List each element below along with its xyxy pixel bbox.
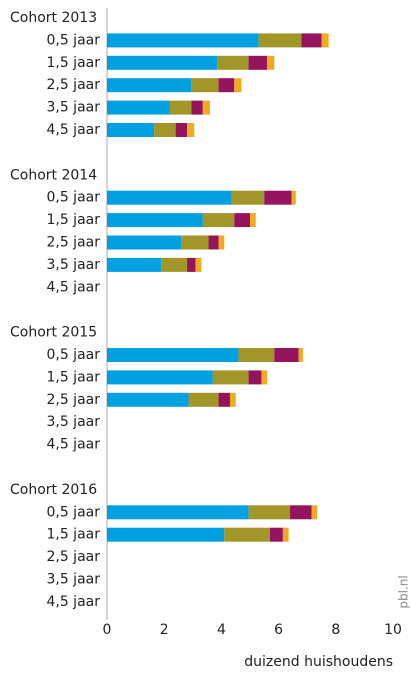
bar-segment: [107, 505, 249, 520]
bar-segment: [107, 348, 239, 362]
category-label: 3,5 jaar: [46, 257, 100, 273]
bar-segment: [208, 235, 219, 250]
bar-segment: [154, 123, 176, 137]
bar-segment: [107, 55, 218, 70]
category-label: 2,5 jaar: [46, 549, 100, 565]
bar-segment: [250, 213, 256, 228]
bar-segment: [298, 348, 303, 362]
x-axis-label: duizend huishoudens: [244, 654, 393, 670]
bar-segment: [218, 392, 230, 407]
bar-segment: [107, 213, 203, 228]
bar-segment: [229, 392, 236, 407]
category-label: 3,5 jaar: [46, 100, 100, 116]
category-label: 1,5 jaar: [46, 55, 100, 71]
bar-segment: [270, 527, 283, 542]
bar-segment: [107, 235, 182, 250]
bar-segment: [234, 78, 242, 93]
bar-segment: [161, 257, 188, 272]
bar-segment: [274, 348, 299, 362]
bar-segment: [107, 123, 155, 137]
bar-segment: [191, 78, 219, 93]
category-label: 3,5 jaar: [46, 572, 100, 588]
category-label: 2,5 jaar: [46, 235, 100, 251]
bar-segment: [258, 33, 302, 48]
category-label: 0,5 jaar: [46, 32, 100, 48]
category-label: 1,5 jaar: [46, 369, 100, 385]
category-label: 2,5 jaar: [46, 77, 100, 93]
category-label: 4,5 jaar: [46, 122, 100, 138]
bar-segment: [202, 213, 235, 228]
category-label: 0,5 jaar: [46, 504, 100, 520]
bar-segment: [107, 527, 225, 542]
bar-segment: [301, 33, 322, 48]
group-label: Cohort 2014: [10, 167, 97, 183]
category-label: 1,5 jaar: [46, 527, 100, 543]
bar-segment: [107, 370, 213, 385]
group-label: Cohort 2016: [10, 482, 97, 498]
bar-segment: [264, 190, 292, 205]
bar-segment: [107, 78, 192, 93]
bar-segment: [212, 370, 249, 385]
bar-segment: [231, 190, 265, 205]
bar-segment: [195, 257, 202, 272]
x-tick-label: 0: [103, 622, 112, 638]
bar-segment: [107, 100, 170, 115]
bar-segment: [107, 190, 232, 205]
bar-segment: [238, 348, 275, 362]
bar-segment: [218, 235, 225, 250]
category-label: 4,5 jaar: [46, 437, 100, 453]
bar-segment: [187, 257, 196, 272]
bar-segment: [234, 213, 250, 228]
x-tick-label: 6: [274, 622, 283, 638]
bar-segment: [218, 78, 235, 93]
x-tick-label: 4: [217, 622, 226, 638]
bar-segment: [187, 123, 195, 137]
bar-segment: [311, 505, 318, 520]
bar-segment: [291, 190, 296, 205]
category-label: 4,5 jaar: [46, 594, 100, 610]
bar-segment: [282, 527, 289, 542]
bar-segment: [217, 55, 249, 70]
category-label: 1,5 jaar: [46, 212, 100, 228]
bar-segment: [181, 235, 209, 250]
category-label: 0,5 jaar: [46, 190, 100, 206]
category-label: 0,5 jaar: [46, 347, 100, 363]
bar-segment: [261, 370, 268, 385]
category-label: 2,5 jaar: [46, 392, 100, 408]
bar-segment: [202, 100, 210, 115]
bar-segment: [290, 505, 312, 520]
bar-segment: [248, 55, 268, 70]
bar-segment: [188, 392, 219, 407]
category-label: 3,5 jaar: [46, 414, 100, 430]
category-label: 4,5 jaar: [46, 279, 100, 295]
x-tick-label: 8: [331, 622, 340, 638]
x-tick-label: 2: [160, 622, 169, 638]
bar-segment: [175, 123, 188, 137]
bar-segment: [107, 392, 189, 407]
group-label: Cohort 2013: [10, 10, 97, 26]
bar-segment: [107, 257, 162, 272]
bar-segment: [248, 505, 291, 520]
bar-segment: [267, 55, 275, 70]
x-tick-label: 10: [384, 622, 402, 638]
source: pbl.nl: [397, 575, 411, 608]
bar-segment: [248, 370, 262, 385]
bar-segment: [224, 527, 271, 542]
group-label: Cohort 2015: [10, 325, 97, 341]
bar-segment: [191, 100, 203, 115]
bar-segment: [107, 33, 259, 48]
bar-segment: [169, 100, 192, 115]
bar-segment: [321, 33, 329, 48]
